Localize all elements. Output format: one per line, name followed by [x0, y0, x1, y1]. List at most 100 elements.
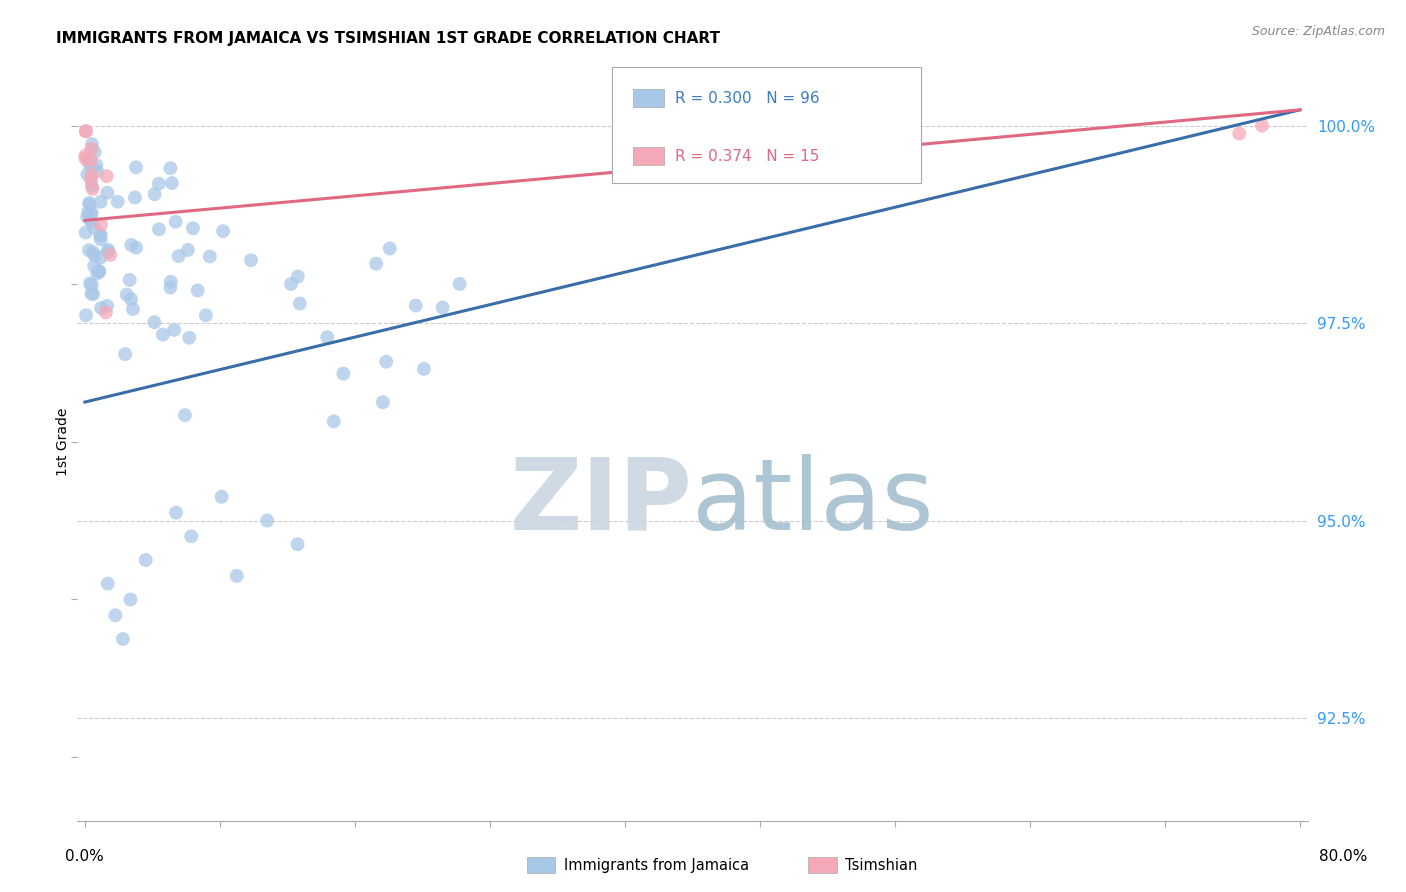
Point	[212, 224, 235, 238]
Point	[316, 330, 339, 344]
Point	[378, 242, 401, 256]
Point	[148, 177, 170, 191]
Point	[165, 215, 187, 229]
Point	[211, 490, 233, 504]
Point	[180, 529, 202, 543]
Point	[75, 124, 97, 138]
Point	[75, 124, 97, 138]
Point	[125, 241, 148, 255]
Point	[80, 286, 103, 301]
Text: R = 0.300   N = 96: R = 0.300 N = 96	[675, 91, 820, 105]
Point	[97, 243, 120, 257]
Point	[90, 218, 112, 232]
Point	[135, 553, 157, 567]
Point	[287, 269, 309, 284]
Point	[80, 205, 103, 219]
Point	[79, 197, 101, 211]
Text: atlas: atlas	[693, 454, 934, 550]
Text: 80.0%: 80.0%	[1319, 849, 1367, 863]
Point	[75, 148, 97, 162]
Point	[322, 414, 344, 428]
Point	[77, 196, 100, 211]
Point	[90, 232, 112, 246]
Point	[167, 249, 190, 263]
Point	[111, 632, 134, 646]
Point	[118, 273, 141, 287]
Point	[75, 152, 97, 166]
Point	[432, 301, 454, 315]
Point	[77, 154, 100, 169]
Point	[79, 277, 101, 291]
Point	[80, 142, 103, 156]
Point	[107, 194, 129, 209]
Point	[83, 249, 105, 263]
Point	[120, 292, 142, 306]
Point	[80, 215, 103, 229]
Point	[181, 221, 204, 235]
Point	[97, 576, 120, 591]
Point	[449, 277, 471, 291]
Point	[152, 327, 174, 342]
Point	[83, 259, 105, 273]
Point	[194, 308, 217, 322]
Point	[240, 253, 263, 268]
Point	[198, 250, 221, 264]
Point	[75, 308, 97, 322]
Point	[80, 208, 103, 222]
Point	[115, 287, 138, 301]
Point	[80, 160, 103, 174]
Text: Immigrants from Jamaica: Immigrants from Jamaica	[564, 858, 749, 872]
Point	[82, 245, 104, 260]
Point	[120, 238, 142, 252]
Point	[80, 137, 103, 152]
Point	[89, 228, 111, 243]
Point	[86, 266, 108, 280]
Point	[143, 315, 166, 329]
Point	[96, 299, 118, 313]
Point	[80, 168, 103, 182]
Point	[122, 301, 145, 316]
Point	[375, 354, 398, 368]
Point	[76, 210, 98, 224]
Point	[371, 395, 394, 409]
Text: IMMIGRANTS FROM JAMAICA VS TSIMSHIAN 1ST GRADE CORRELATION CHART: IMMIGRANTS FROM JAMAICA VS TSIMSHIAN 1ST…	[56, 31, 720, 46]
Point	[159, 280, 181, 294]
Point	[82, 182, 104, 196]
Point	[287, 537, 309, 551]
Point	[82, 287, 104, 301]
Point	[87, 264, 110, 278]
Point	[163, 323, 186, 337]
Point	[83, 145, 105, 159]
Point	[1251, 119, 1274, 133]
Point	[79, 213, 101, 227]
Point	[75, 226, 97, 240]
Point	[159, 161, 181, 176]
Point	[77, 205, 100, 219]
Point	[187, 284, 209, 298]
Point	[96, 186, 118, 200]
Point	[89, 265, 111, 279]
Point	[83, 220, 105, 235]
Point	[280, 277, 302, 291]
Point	[98, 248, 121, 262]
Point	[160, 176, 183, 190]
Point	[174, 408, 197, 422]
Point	[86, 158, 108, 172]
Point	[288, 296, 311, 310]
Point	[165, 506, 187, 520]
Point	[80, 173, 103, 187]
Point	[90, 301, 112, 315]
Point	[256, 514, 278, 528]
Point	[96, 169, 118, 183]
Text: Source: ZipAtlas.com: Source: ZipAtlas.com	[1251, 25, 1385, 38]
Point	[80, 179, 103, 194]
Point	[89, 227, 111, 242]
Point	[405, 299, 427, 313]
Point	[90, 194, 112, 209]
Point	[124, 190, 146, 204]
Point	[366, 257, 388, 271]
Point	[159, 275, 181, 289]
Point	[412, 362, 434, 376]
Text: ZIP: ZIP	[509, 454, 693, 550]
Point	[148, 222, 170, 236]
